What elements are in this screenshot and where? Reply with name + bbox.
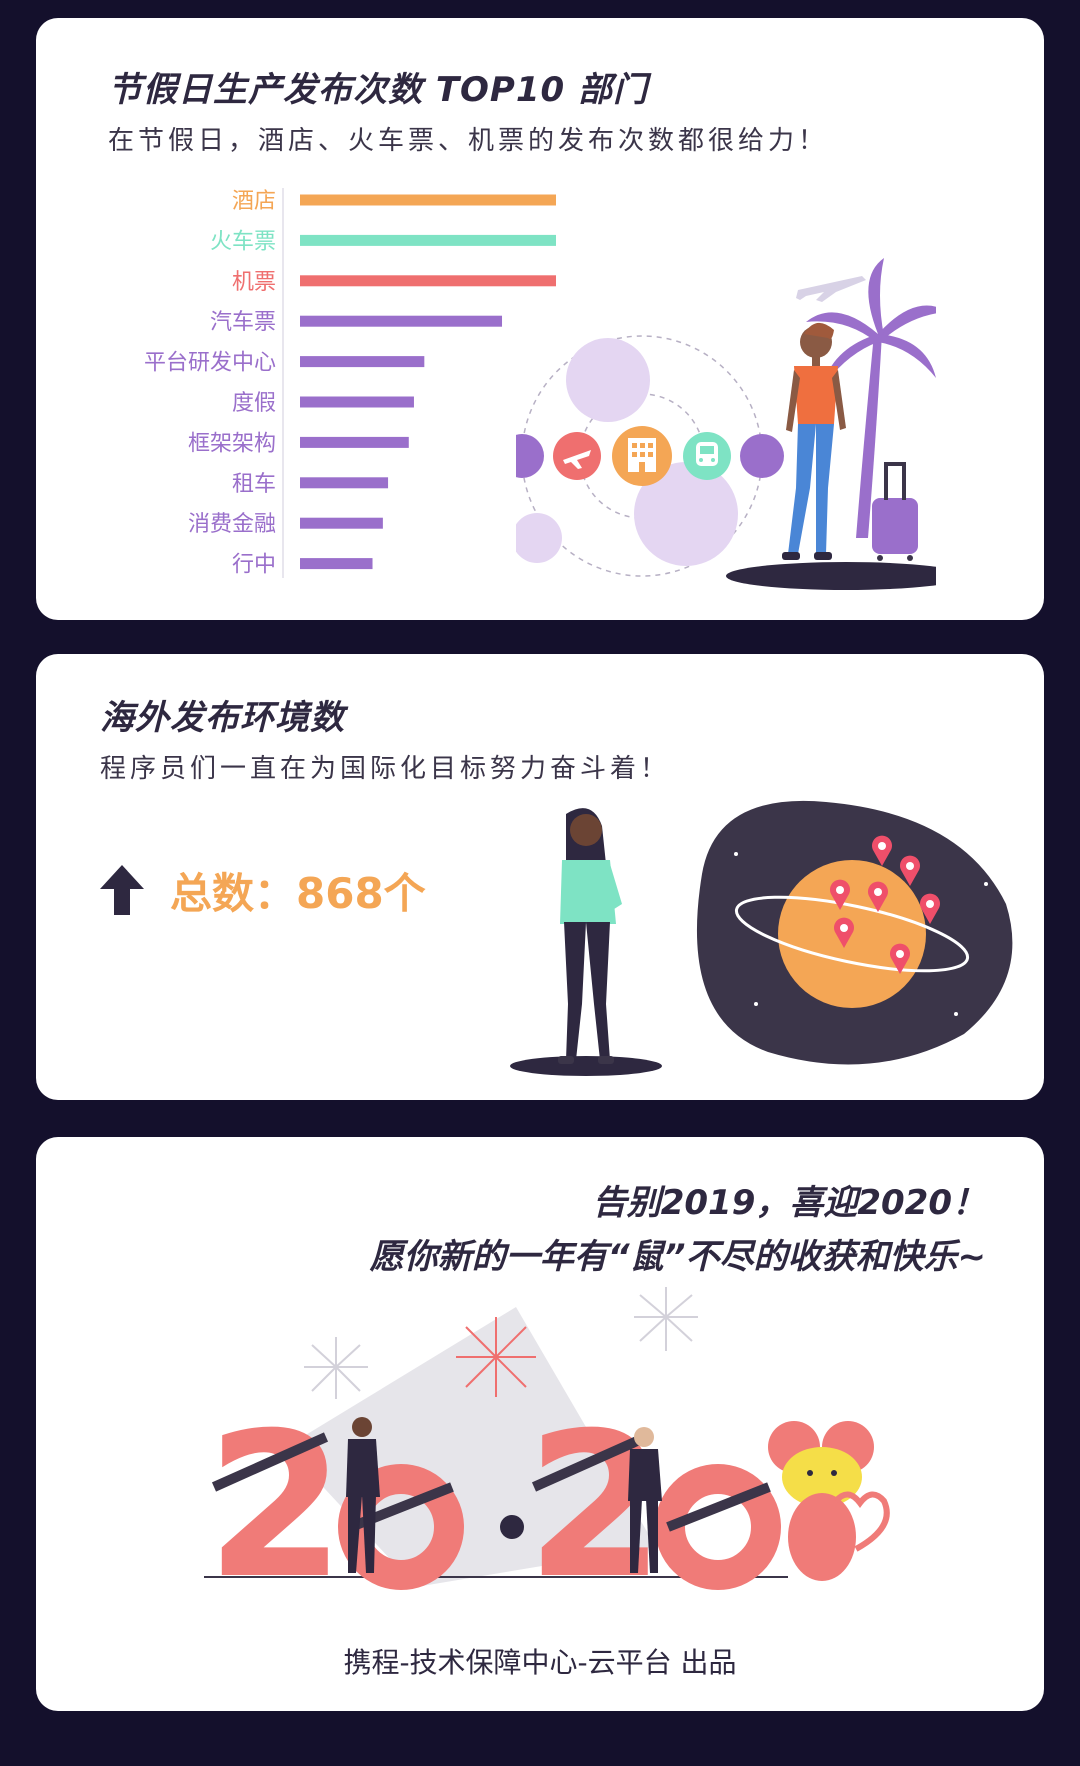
- category-label: 平台研发中心: [144, 351, 276, 376]
- map-pin-dot: [906, 862, 914, 870]
- digit-2: 2: [526, 1390, 665, 1623]
- travel-illustration: [516, 258, 936, 590]
- firework-icon: [304, 1287, 698, 1399]
- category-label: 火车票: [210, 229, 276, 254]
- map-pin-icon: [890, 943, 910, 974]
- train-icon: [683, 432, 731, 480]
- overseas-card: 海外发布环境数 程序员们一直在为国际化目标努力奋斗着！ 总数：868个: [36, 654, 1044, 1100]
- bar: [300, 396, 414, 408]
- planet-ring: [734, 895, 970, 973]
- bar: [300, 234, 556, 246]
- bar: [300, 517, 383, 529]
- firework-icon: [456, 1317, 536, 1397]
- category-label: 度假: [232, 391, 276, 416]
- greeting-line-2: 愿你新的一年有“鼠”不尽的收获和快乐~: [369, 1237, 986, 1277]
- credit-line: 携程-技术保障中心-云平台 出品: [343, 1646, 737, 1679]
- dot: [500, 1515, 524, 1539]
- bar: [300, 558, 373, 570]
- bar: [300, 477, 389, 489]
- orbit-node: [740, 434, 784, 478]
- category-label: 框架架构: [188, 431, 276, 456]
- bar: [300, 356, 425, 368]
- greeting-card: 告别2019，喜迎2020！ 愿你新的一年有“鼠”不尽的收获和快乐~ 2: [36, 1137, 1044, 1711]
- total-label: 总数：868个: [170, 868, 426, 918]
- up-arrow-icon: [100, 865, 144, 915]
- woman-figure: [628, 1427, 662, 1573]
- section-title: 节假日生产发布次数 TOP10 部门: [108, 70, 649, 110]
- map-pin-icon: [830, 879, 850, 910]
- map-pin-dot: [896, 950, 904, 958]
- bar: [300, 275, 556, 287]
- woman-figure: [510, 808, 662, 1076]
- digit-2: 2: [206, 1390, 345, 1623]
- map-pin-icon: [872, 835, 892, 866]
- globe-illustration: [510, 800, 1013, 1076]
- map-pin-icon: [920, 893, 940, 924]
- bubble: [634, 462, 738, 566]
- category-label: 行中: [232, 553, 276, 578]
- map-pin-dot: [874, 888, 882, 896]
- mouse-icon: [768, 1421, 890, 1581]
- bubble: [566, 338, 650, 422]
- bar: [300, 194, 556, 206]
- map-pin-dot: [926, 900, 934, 908]
- map-pin-icon: [900, 855, 920, 886]
- map-pin-dot: [836, 886, 844, 894]
- section-subtitle: 在节假日，酒店、火车票、机票的发布次数都很给力！: [108, 126, 829, 156]
- bar: [300, 315, 503, 327]
- digit-stripe: [211, 1432, 329, 1492]
- palm-tree: [806, 258, 936, 538]
- map-pin-dot: [840, 924, 848, 932]
- star: [954, 1012, 958, 1016]
- suitcase-icon: [872, 462, 918, 561]
- map-pins: [830, 835, 940, 974]
- man-figure: [346, 1417, 380, 1573]
- traveller-figure: [782, 322, 846, 560]
- category-label: 消费金融: [188, 512, 276, 537]
- map-pin-icon: [868, 881, 888, 912]
- digit-stripe: [531, 1432, 649, 1492]
- bar: [300, 436, 409, 448]
- map-pin-dot: [878, 842, 886, 850]
- section-subtitle: 程序员们一直在为国际化目标努力奋斗着！: [100, 754, 671, 784]
- new-year-illustration: 2 2: [204, 1287, 890, 1623]
- star: [984, 882, 988, 886]
- category-label: 汽车票: [210, 310, 276, 335]
- digit-stripe: [666, 1482, 771, 1532]
- category-label: 机票: [232, 270, 276, 295]
- category-label: 酒店: [232, 189, 276, 214]
- star: [734, 852, 738, 856]
- greeting-line-1: 告别2019，喜迎2020！: [592, 1183, 986, 1223]
- plane-icon: [553, 432, 601, 480]
- planet: [778, 860, 926, 1008]
- hotel-icon: [612, 426, 672, 486]
- map-pin-icon: [834, 917, 854, 948]
- total-count: 总数：868个: [100, 860, 426, 920]
- orbit-node: [516, 434, 544, 478]
- ground-shadow: [726, 562, 936, 590]
- section-title: 海外发布环境数: [100, 698, 345, 738]
- year-digits: 2 2: [206, 1390, 781, 1623]
- bubble: [516, 513, 562, 563]
- airplane-icon: [796, 276, 866, 302]
- top10-card: 节假日生产发布次数 TOP10 部门 在节假日，酒店、火车票、机票的发布次数都很…: [36, 18, 1044, 620]
- category-label: 租车: [232, 472, 276, 497]
- star: [754, 1002, 758, 1006]
